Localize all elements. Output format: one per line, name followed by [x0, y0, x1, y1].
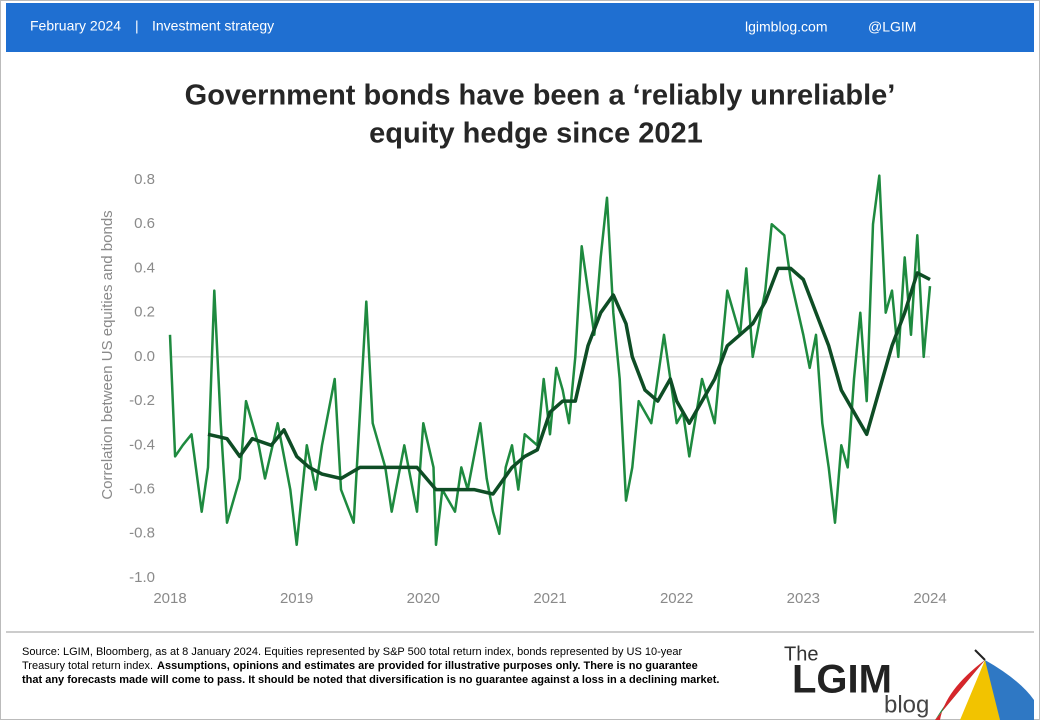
chart-title: equity hedge since 2021: [369, 118, 703, 150]
y-tick-label: -0.4: [129, 436, 155, 453]
y-axis-label: Correlation between US equities and bond…: [99, 210, 116, 499]
logo-the: The: [784, 643, 818, 665]
y-tick-label: -0.2: [129, 392, 155, 409]
header-bar: [6, 3, 1034, 52]
footer-source: Source: LGIM, Bloomberg, as at 8 January…: [22, 646, 683, 658]
footer-disclaimer: Treasury total return index. Assumptions,…: [22, 660, 698, 672]
y-tick-label: 0.4: [134, 259, 155, 276]
y-tick-label: -1.0: [129, 569, 155, 586]
x-tick-label: 2021: [533, 590, 566, 607]
x-tick-label: 2022: [660, 590, 693, 607]
x-tick-label: 2020: [407, 590, 440, 607]
y-tick-label: -0.8: [129, 525, 155, 542]
y-tick-label: 0.6: [134, 215, 155, 232]
x-tick-label: 2018: [153, 590, 186, 607]
x-tick-label: 2019: [280, 590, 313, 607]
y-tick-label: 0.8: [134, 171, 155, 188]
header-section: Investment strategy: [152, 18, 274, 34]
footer-disclaimer-2: that any forecasts made will come to pas…: [22, 674, 719, 686]
y-tick-label: -0.6: [129, 481, 155, 498]
logo-name: LGIM: [792, 658, 892, 702]
header-handle: @LGIM: [868, 19, 916, 35]
y-tick-label: 0.0: [134, 348, 155, 365]
header-separator: |: [135, 18, 139, 34]
x-tick-label: 2024: [913, 590, 946, 607]
chart-title: Government bonds have been a ‘reliably u…: [185, 80, 896, 112]
footer-source-2: Treasury total return index.: [22, 660, 153, 672]
footer-disclaimer-1: Assumptions, opinions and estimates are …: [157, 660, 698, 672]
header-site: lgimblog.com: [745, 19, 827, 35]
logo-umbrella: [935, 649, 1034, 720]
logo-blog: blog: [884, 691, 929, 718]
header-date: February 2024: [30, 18, 121, 34]
x-tick-label: 2023: [787, 590, 820, 607]
series-line: [207, 266, 931, 496]
y-tick-label: 0.2: [134, 304, 155, 321]
